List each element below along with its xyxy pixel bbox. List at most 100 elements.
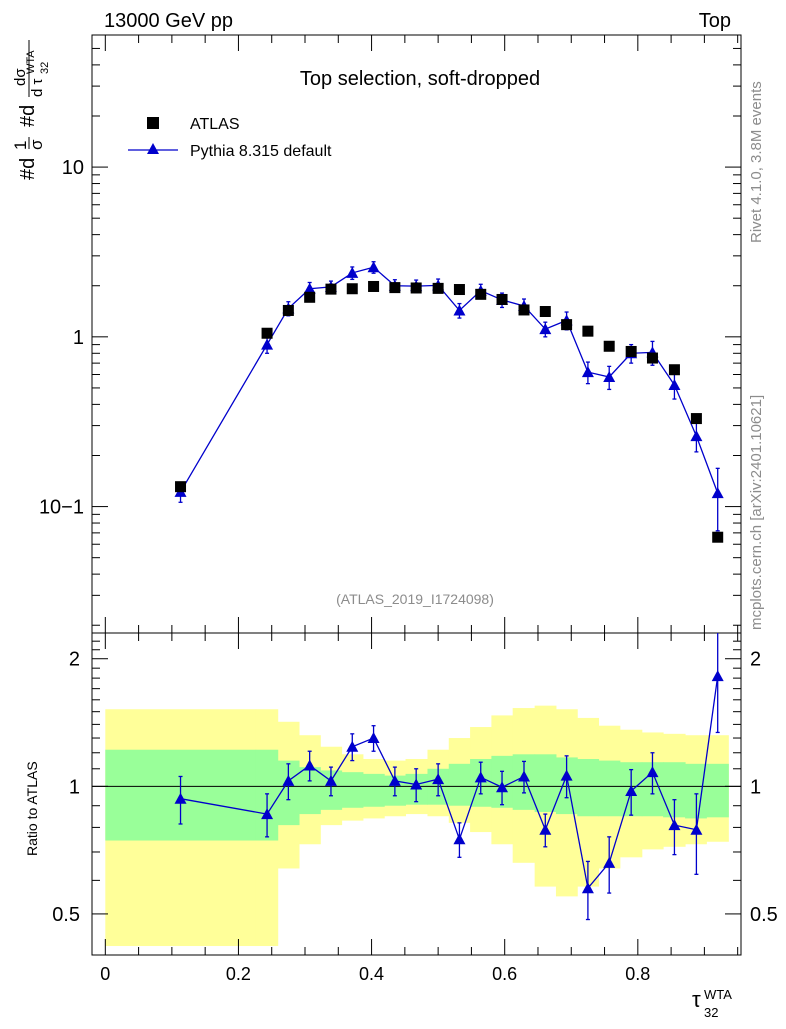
band-inner-bin bbox=[598, 760, 621, 817]
data-point bbox=[603, 340, 615, 352]
ratio-point bbox=[303, 759, 316, 771]
chart-title: Top selection, soft-dropped bbox=[300, 68, 540, 90]
mc-point bbox=[303, 282, 316, 294]
band-inner-bin bbox=[706, 763, 729, 818]
ratio-y-tick-label: 1 bbox=[69, 776, 80, 798]
band-inner-bin bbox=[341, 772, 364, 808]
data-point bbox=[453, 284, 465, 296]
y-axis-label: #d 1 σ #d dσ d τ WTA 32 bbox=[11, 40, 51, 180]
ratio-point bbox=[453, 833, 466, 845]
ratio-point bbox=[711, 670, 724, 682]
data-point bbox=[389, 282, 401, 294]
mc-point bbox=[581, 366, 594, 378]
ratio-point bbox=[174, 792, 187, 804]
legend-mc-label: Pythia 8.315 default bbox=[190, 143, 332, 160]
data-point bbox=[668, 364, 680, 376]
band-inner-bin bbox=[299, 767, 321, 815]
y-axis-label-part: d τ bbox=[29, 78, 46, 97]
data-point bbox=[346, 283, 358, 295]
y-tick-label: 10−1 bbox=[39, 497, 84, 519]
x-tick-label: 0.6 bbox=[492, 964, 517, 984]
x-axis-label: τ WTA 32 bbox=[692, 987, 732, 1020]
ratio-point bbox=[690, 823, 703, 835]
x-tick-label: 0.2 bbox=[226, 964, 251, 984]
ratio-point bbox=[560, 769, 573, 781]
ratio-point bbox=[474, 771, 487, 783]
ratio-uncertainty-bands bbox=[105, 705, 729, 947]
mc-point bbox=[261, 338, 274, 350]
ratio-point bbox=[518, 770, 531, 782]
band-inner-bin bbox=[685, 763, 707, 819]
data-point bbox=[496, 293, 508, 305]
mc-point bbox=[690, 430, 703, 442]
mc-point bbox=[346, 266, 359, 278]
y-axis-label-part: σ bbox=[27, 139, 46, 150]
data-point bbox=[539, 306, 551, 318]
data-point bbox=[582, 325, 594, 337]
band-inner-bin bbox=[577, 759, 600, 817]
mc-point bbox=[668, 379, 681, 391]
ratio-y-tick-label-right: 2 bbox=[750, 649, 761, 671]
data-point bbox=[282, 304, 294, 316]
ratio-point bbox=[432, 773, 445, 785]
data-point bbox=[410, 282, 422, 294]
data-point bbox=[261, 327, 273, 339]
ratio-y-tick-label-right: 1 bbox=[750, 776, 761, 798]
y-tick-label: 10 bbox=[62, 157, 84, 179]
data-point bbox=[518, 304, 530, 316]
ratio-point bbox=[261, 808, 274, 820]
mc-point bbox=[453, 304, 466, 316]
ratio-point bbox=[324, 774, 337, 786]
band-inner-bin bbox=[663, 762, 686, 818]
y-axis-label-part: #d bbox=[17, 158, 39, 180]
analysis-label: (ATLAS_2019_I1724098) bbox=[336, 591, 494, 607]
y-axis-label-part: 32 bbox=[39, 62, 51, 74]
band-inner-bin bbox=[534, 754, 557, 812]
ratio-point bbox=[346, 740, 359, 752]
data-point bbox=[368, 280, 380, 292]
ratio-y-tick-label: 0.5 bbox=[52, 904, 80, 926]
data-point bbox=[475, 288, 487, 300]
mcplots-label: mcplots.cern.ch [arXiv:2401.10621] bbox=[748, 395, 765, 630]
y-axis-label-part: 1 bbox=[11, 141, 30, 150]
ratio-y-label: Ratio to ATLAS bbox=[24, 761, 40, 856]
mc-point bbox=[603, 370, 616, 382]
legend-atlas-marker bbox=[147, 117, 159, 129]
data-point bbox=[625, 345, 637, 357]
data-point bbox=[304, 291, 316, 303]
y-axis-label-part: dσ bbox=[12, 68, 29, 86]
ratio-point bbox=[410, 778, 423, 790]
ratio-y-tick-label-right: 0.5 bbox=[750, 904, 778, 926]
data-point bbox=[690, 413, 702, 425]
axis-ticks: 0 0.2 0.4 0.6 0.8 10−1 1 10 0.5 0.5 1 1 2 2 bbox=[39, 34, 778, 984]
ratio-point bbox=[581, 882, 594, 894]
data-point bbox=[712, 531, 724, 543]
y-axis-label-part: #d bbox=[17, 105, 39, 127]
ratio-point bbox=[539, 823, 552, 835]
x-tick-label: 0.8 bbox=[625, 964, 650, 984]
ratio-point bbox=[282, 774, 295, 786]
x-tick-label: 0.4 bbox=[359, 964, 384, 984]
data-point bbox=[175, 481, 187, 493]
band-inner-bin bbox=[362, 773, 385, 807]
ratio-point bbox=[496, 781, 509, 793]
data-point bbox=[646, 352, 658, 364]
data-marks bbox=[174, 261, 724, 921]
y-tick-label: 1 bbox=[73, 327, 84, 349]
header-right: Top bbox=[699, 10, 731, 32]
data-point bbox=[432, 282, 444, 294]
mc-point bbox=[711, 487, 724, 499]
x-axis-label-part: 32 bbox=[704, 1005, 718, 1020]
mc-series-line bbox=[179, 266, 719, 494]
y-axis-label-part: WTA bbox=[25, 50, 37, 74]
mc-point bbox=[539, 323, 552, 335]
ratio-point bbox=[668, 819, 681, 831]
ratio-point bbox=[603, 856, 616, 868]
x-axis-label-part: τ bbox=[692, 987, 701, 1012]
ratio-point bbox=[646, 766, 659, 778]
ratio-point bbox=[388, 774, 401, 786]
x-tick-label: 0 bbox=[100, 964, 110, 984]
ratio-frame bbox=[91, 632, 742, 956]
ratio-y-tick-label: 2 bbox=[69, 649, 80, 671]
